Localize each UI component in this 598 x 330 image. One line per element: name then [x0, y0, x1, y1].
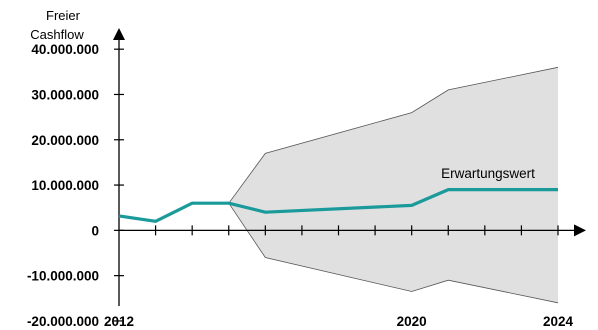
y-tick-label-3: 10.000.000 — [31, 178, 99, 193]
series — [118, 188, 558, 223]
x-tick-label-2: 2024 — [543, 314, 574, 329]
y-tick-label-5: -10.000.000 — [27, 269, 99, 284]
uncertainty-band — [228, 66, 559, 304]
axes: 40.000.000 30.000.000 20.000.000 10.000.000… — [27, 28, 586, 329]
band-fill — [228, 67, 559, 303]
y-axis-arrow — [113, 28, 125, 40]
expected-value-annotation: Erwartungswert — [441, 166, 535, 181]
y-axis-label-line1: Freier — [46, 8, 81, 23]
band-upper-edge — [228, 66, 559, 204]
band-lower-edge — [228, 202, 559, 304]
y-tick-label-2: 20.000.000 — [31, 133, 99, 148]
y-axis-label-line2: Cashflow — [30, 27, 84, 42]
y-tick-label-1: 30.000.000 — [31, 87, 99, 102]
x-axis-arrow — [574, 224, 586, 237]
y-tick-label-6: -20.000.000 — [27, 314, 99, 329]
x-tick-label-0: 2012 — [104, 314, 134, 329]
labels: Freier Cashflow Erwartungswert — [30, 8, 535, 181]
series-line-0 — [118, 188, 558, 223]
y-tick-label-4: 0 — [91, 223, 99, 238]
y-tick-label-0: 40.000.000 — [31, 42, 99, 57]
x-tick-label-1: 2020 — [397, 314, 427, 329]
